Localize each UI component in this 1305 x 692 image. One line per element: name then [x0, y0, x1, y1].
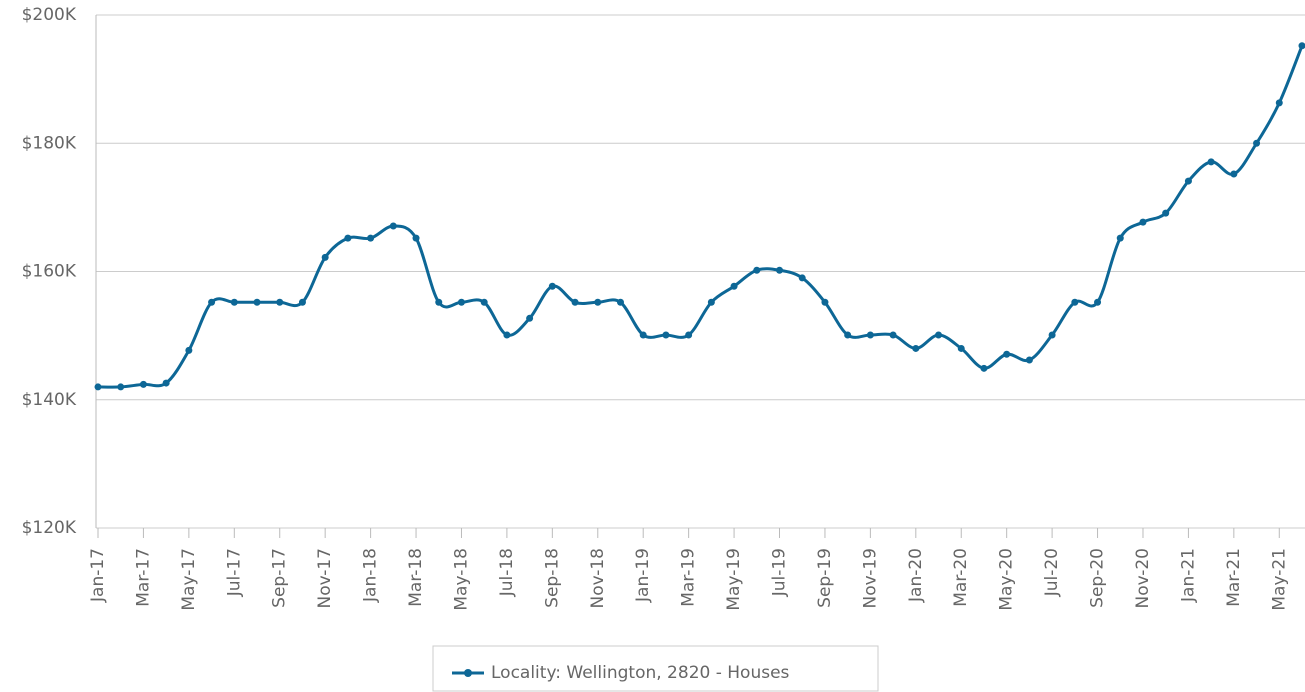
data-point [367, 234, 375, 242]
data-point [1048, 331, 1056, 339]
series-line [97, 45, 1304, 389]
x-tick-label: May-17 [179, 548, 199, 611]
data-point [616, 298, 624, 306]
y-tick-label: $200K [22, 5, 77, 25]
x-tick-label: Jan-19 [633, 548, 653, 603]
x-tick-label: Sep-18 [542, 548, 562, 608]
x-tick-label: Jan-18 [361, 548, 381, 603]
data-point [730, 282, 738, 290]
y-tick-label: $160K [22, 262, 77, 282]
x-tick-label: Mar-18 [406, 548, 426, 607]
data-point [776, 266, 784, 274]
x-tick-label: Sep-17 [270, 548, 290, 608]
x-tick-label: Jul-19 [770, 548, 790, 597]
data-point [980, 364, 988, 372]
data-point [253, 298, 261, 306]
data-point [1298, 42, 1305, 50]
data-point [457, 298, 465, 306]
data-point [185, 346, 193, 354]
data-point [412, 234, 420, 242]
data-point [208, 298, 216, 306]
x-tick-label: Nov-20 [1133, 548, 1153, 609]
data-point [321, 253, 329, 261]
data-point [526, 314, 534, 322]
data-point [685, 331, 693, 339]
data-point [1207, 158, 1215, 166]
x-tick-label: Mar-21 [1224, 548, 1244, 607]
x-tick-label: Sep-20 [1088, 548, 1108, 608]
data-point [480, 298, 488, 306]
y-tick-label: $120K [22, 518, 77, 538]
x-tick-label: Jul-17 [224, 548, 244, 597]
x-tick-label: Jul-20 [1042, 548, 1062, 597]
x-tick-label: Mar-17 [133, 548, 153, 607]
y-tick-label: $180K [22, 133, 77, 153]
data-point [594, 298, 602, 306]
x-tick-label: Jan-20 [906, 548, 926, 603]
x-tick-label: Jul-18 [497, 548, 517, 597]
x-tick-label: Sep-19 [815, 548, 835, 608]
data-point [435, 298, 443, 306]
data-point [389, 222, 397, 230]
data-point [1003, 350, 1011, 358]
x-tick-label: Nov-17 [315, 548, 335, 609]
data-point [1116, 234, 1124, 242]
legend-label: Locality: Wellington, 2820 - Houses [491, 663, 790, 683]
data-point [139, 380, 147, 388]
x-tick-label: May-21 [1269, 548, 1289, 611]
data-point [662, 331, 670, 339]
data-point [230, 298, 238, 306]
data-point [298, 298, 306, 306]
data-point [1230, 170, 1238, 178]
x-tick-label: May-20 [997, 548, 1017, 611]
data-point [571, 298, 579, 306]
data-point [639, 331, 647, 339]
x-tick-label: Jan-21 [1178, 548, 1198, 603]
data-point [753, 266, 761, 274]
data-point [162, 379, 170, 387]
data-point [889, 331, 897, 339]
x-tick-label: Mar-19 [679, 548, 699, 607]
x-tick-label: Nov-18 [588, 548, 608, 609]
x-tick-label: Jan-17 [88, 548, 108, 603]
x-tick-label: Mar-20 [951, 548, 971, 607]
data-point [912, 344, 920, 352]
y-tick-label: $140K [22, 390, 77, 410]
x-tick-label: May-19 [724, 548, 744, 611]
data-point [935, 331, 943, 339]
data-point [117, 383, 125, 391]
data-point [866, 331, 874, 339]
data-point [1071, 298, 1079, 306]
data-point [1025, 356, 1033, 364]
x-tick-label: May-18 [451, 548, 471, 611]
legend-box [432, 645, 879, 692]
data-point [548, 282, 556, 290]
data-point [957, 344, 965, 352]
x-tick-label: Nov-19 [860, 548, 880, 609]
data-point [1275, 99, 1283, 107]
data-point [276, 298, 284, 306]
data-point [94, 383, 102, 391]
data-point [707, 298, 715, 306]
data-point [1139, 218, 1147, 226]
data-point [344, 234, 352, 242]
data-point [1094, 298, 1102, 306]
data-point [503, 331, 511, 339]
data-point [1162, 209, 1170, 217]
data-point [844, 331, 852, 339]
data-point [1184, 177, 1192, 185]
data-point [798, 274, 806, 282]
legend-marker [464, 669, 472, 677]
data-point [1253, 139, 1261, 147]
data-point [821, 298, 829, 306]
